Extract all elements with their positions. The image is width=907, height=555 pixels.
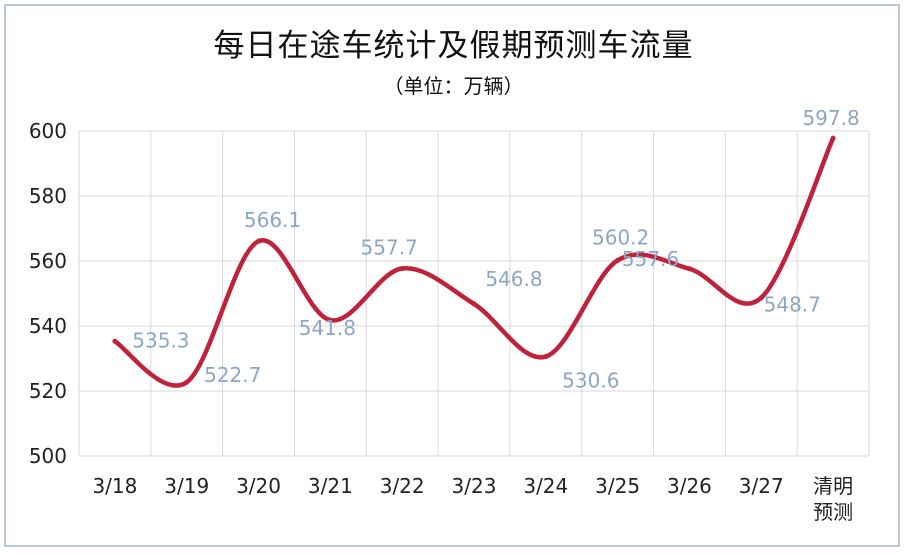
chart-title: 每日在途车统计及假期预测车流量	[213, 28, 694, 64]
data-point	[615, 257, 621, 263]
y-tick-label: 560	[29, 249, 67, 273]
x-tick-label: 3/18	[92, 474, 137, 498]
x-tick-label: 3/22	[380, 474, 425, 498]
x-tick-label: 3/21	[308, 474, 353, 498]
data-label: 566.1	[244, 208, 301, 232]
x-tick-label: 3/26	[667, 474, 712, 498]
y-tick-label: 580	[29, 184, 67, 208]
data-point	[256, 238, 262, 244]
y-tick-label: 520	[29, 379, 67, 403]
x-tick-label: 3/27	[739, 474, 784, 498]
x-tick-label: 3/19	[164, 474, 209, 498]
y-tick-label: 500	[29, 444, 67, 468]
x-tick-label: 3/25	[595, 474, 640, 498]
data-label: 530.6	[562, 369, 619, 393]
data-label: 546.8	[485, 267, 542, 291]
data-point	[686, 266, 692, 272]
data-label: 548.7	[764, 293, 821, 317]
data-label: 522.7	[204, 363, 261, 387]
data-label: 597.8	[802, 106, 859, 130]
x-tick-label: 3/20	[236, 474, 281, 498]
data-point	[184, 379, 190, 385]
data-label: 560.2	[592, 225, 649, 249]
data-label: 557.7	[361, 235, 418, 259]
y-tick-label: 600	[29, 119, 67, 143]
data-point	[543, 354, 549, 360]
chart-subtitle: （单位：万辆）	[383, 74, 524, 98]
x-tick-label: 3/23	[452, 474, 497, 498]
data-point	[327, 317, 333, 323]
x-tick-label: 3/24	[523, 474, 568, 498]
data-point	[758, 295, 764, 301]
data-point	[830, 135, 836, 141]
x-tick-label: 清明预测	[813, 474, 853, 524]
data-label: 541.8	[299, 316, 356, 340]
data-label: 557.6	[622, 247, 679, 271]
data-point	[399, 265, 405, 271]
data-point	[471, 301, 477, 307]
data-label: 535.3	[132, 328, 189, 352]
y-tick-label: 540	[29, 314, 67, 338]
data-point	[112, 338, 118, 344]
